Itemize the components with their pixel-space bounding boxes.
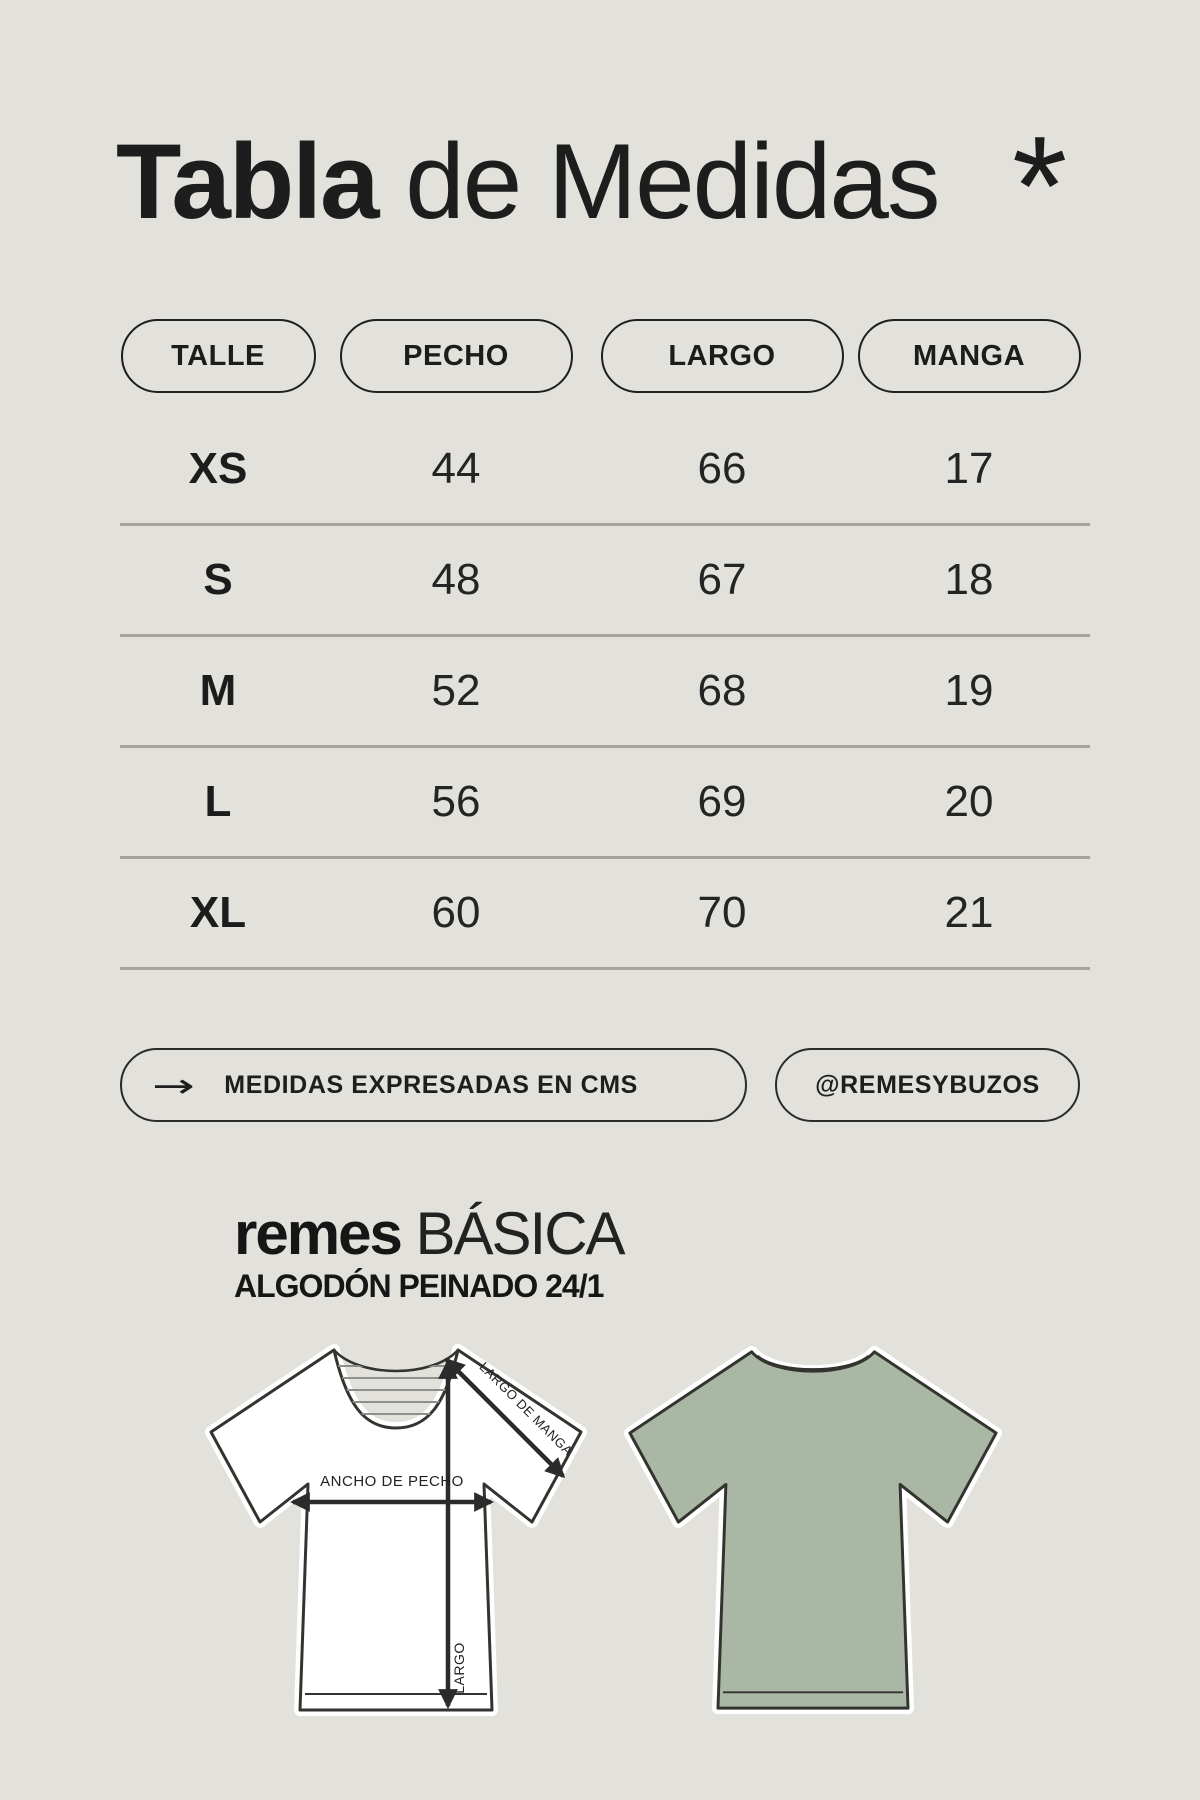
table-row-m: M 52 68 19 (120, 637, 1090, 748)
column-header-pecho: PECHO (339, 319, 573, 393)
column-header-talle: TALLE (120, 319, 316, 393)
length-label: LARGO (451, 1642, 467, 1694)
cell-manga: 18 (944, 555, 994, 604)
table-row-s: S 48 67 18 (120, 526, 1090, 637)
cell-largo: 69 (697, 777, 747, 826)
page-title-regular: de Medidas (377, 121, 940, 241)
brand-name: remes (234, 1200, 403, 1267)
cell-largo: 67 (697, 555, 747, 604)
arrow-right-icon: → (152, 1065, 196, 1105)
column-header-largo: LARGO (600, 319, 844, 393)
social-handle-text: @REMESYBUZOS (815, 1070, 1040, 1099)
tshirt-front-diagram: ANCHO DE PECHO LARGO DE MANGA LARGO (205, 1344, 587, 1716)
chest-label: ANCHO DE PECHO (320, 1473, 464, 1490)
cell-manga: 19 (944, 666, 994, 715)
brand-line: remes BÁSICA (234, 1204, 626, 1264)
cell-manga: 21 (944, 888, 994, 937)
cell-size: XL (189, 888, 247, 937)
cell-manga: 20 (944, 777, 994, 826)
sleeve-arrow (444, 1357, 566, 1479)
brand-block: remes BÁSICA ALGODÓN PEINADO 24/1 (234, 1204, 626, 1304)
collar-edge (333, 1349, 459, 1373)
brand-product (401, 1200, 416, 1267)
cell-size: S (203, 555, 233, 604)
column-header-manga: MANGA (857, 319, 1081, 393)
cell-size: M (199, 666, 237, 715)
brand-material: ALGODÓN PEINADO 24/1 (234, 1268, 604, 1304)
cell-largo: 70 (697, 888, 747, 937)
social-handle-pill[interactable]: @REMESYBUZOS (775, 1048, 1080, 1122)
cell-manga: 17 (944, 444, 994, 493)
size-table-body: XS 44 66 17 S 48 67 18 M 52 68 19 L 56 6… (120, 415, 1090, 970)
cell-size: XS (188, 444, 248, 493)
units-note-pill: → MEDIDAS EXPRESADAS EN CMS (120, 1048, 747, 1122)
table-row-xl: XL 60 70 21 (120, 859, 1090, 970)
cell-pecho: 56 (431, 777, 481, 826)
brand-product-name: BÁSICA (415, 1200, 625, 1267)
tshirt-back-outline (628, 1350, 998, 1710)
page-title-bold: Tabla (116, 121, 380, 241)
cell-pecho: 44 (431, 444, 481, 493)
cell-pecho: 48 (431, 555, 481, 604)
cell-largo: 68 (697, 666, 747, 715)
asterisk-icon: * (1012, 107, 1068, 266)
tshirt-back-diagram (623, 1345, 1003, 1715)
table-header-row: TALLE PECHO LARGO MANGA (120, 317, 1090, 395)
units-note-text: MEDIDAS EXPRESADAS EN CMS (224, 1070, 638, 1099)
cell-pecho: 52 (431, 666, 481, 715)
cell-pecho: 60 (431, 888, 481, 937)
back-collar-seam (756, 1355, 870, 1371)
cell-largo: 66 (697, 444, 747, 493)
table-row-xs: XS 44 66 17 (120, 415, 1090, 526)
cell-size: L (204, 777, 232, 826)
table-row-l: L 56 69 20 (120, 748, 1090, 859)
page-title: Tabla de Medidas (116, 128, 940, 235)
